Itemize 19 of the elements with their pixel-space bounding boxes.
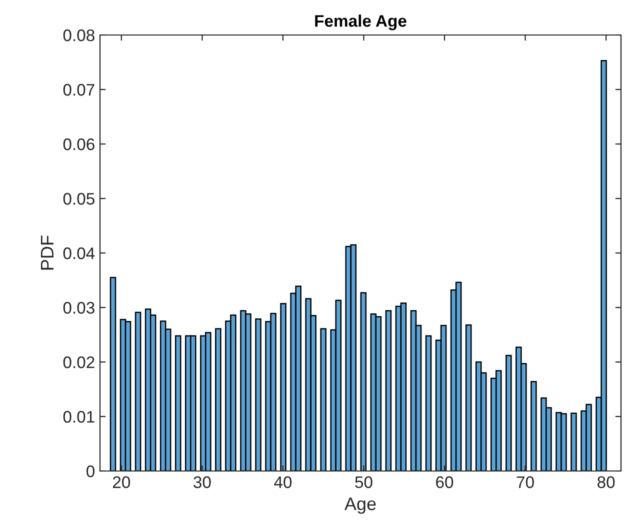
y-axis-title: PDF: [40, 236, 54, 270]
y-tick-label: 0.06: [63, 138, 94, 150]
x-tick-label: 70: [516, 476, 534, 488]
x-tick-label: 20: [112, 476, 130, 488]
y-tick-label: 0.08: [63, 29, 94, 42]
y-tick-label: 0.01: [63, 410, 94, 423]
y-tick-label: 0.02: [63, 356, 94, 368]
x-tick-label: 50: [355, 476, 372, 488]
y-tick-label: 0.05: [63, 192, 94, 205]
x-axis-title: Age: [344, 498, 376, 514]
y-tick-label: 0: [86, 465, 94, 478]
y-tick-label: 0.04: [63, 247, 95, 260]
y-tick-label: 0.03: [63, 302, 94, 314]
y-tick-label: 0.07: [63, 84, 94, 96]
x-tick-label: 30: [194, 476, 211, 488]
x-tick-label: 40: [274, 476, 292, 488]
chart-title: Female Age: [315, 14, 406, 30]
x-tick-label: 80: [598, 476, 615, 488]
x-tick-label: 60: [436, 476, 454, 488]
